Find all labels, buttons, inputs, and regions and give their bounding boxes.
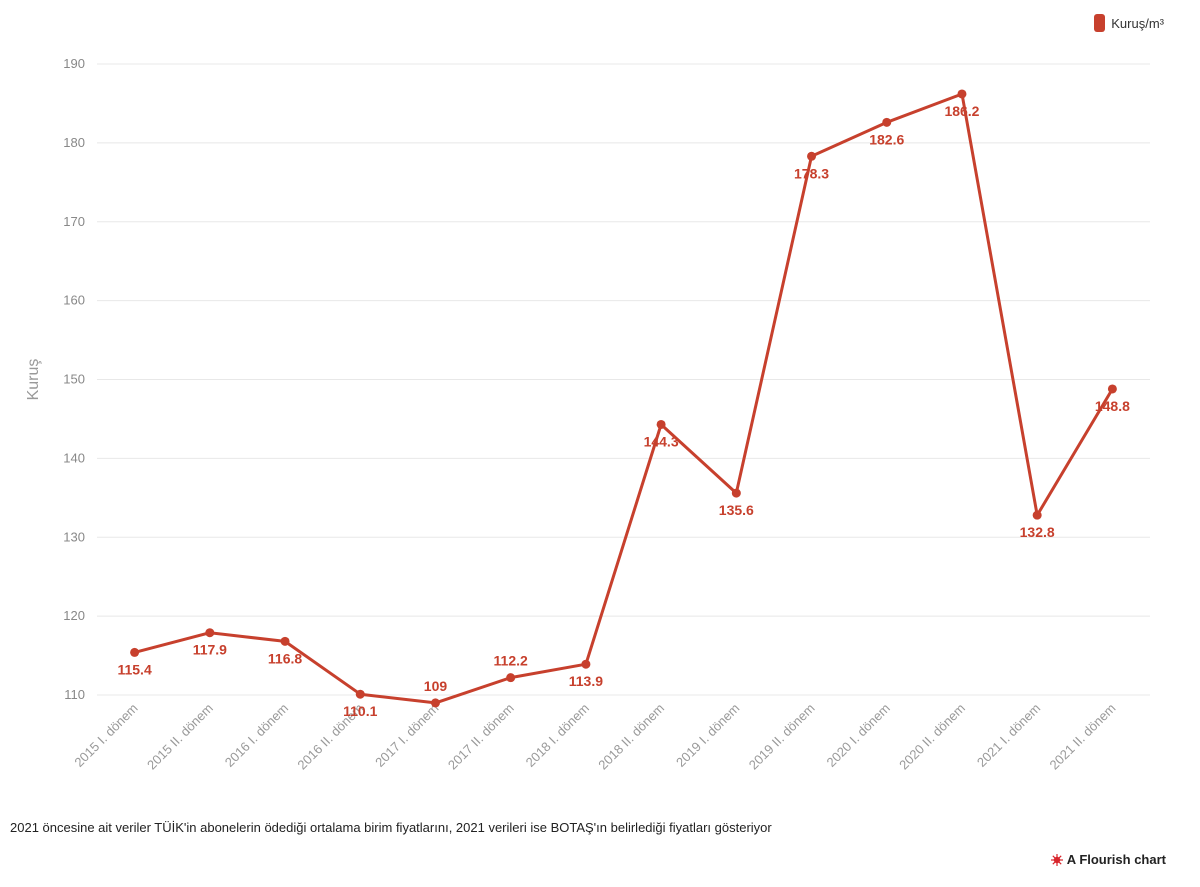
y-tick-label: 120 bbox=[63, 608, 85, 623]
data-point[interactable] bbox=[205, 628, 215, 638]
y-tick-label: 160 bbox=[63, 293, 85, 308]
y-axis-label: Kuruş bbox=[25, 359, 42, 401]
y-tick-label: 180 bbox=[63, 135, 85, 150]
footnote: 2021 öncesine ait veriler TÜİK'in abonel… bbox=[10, 820, 772, 835]
y-tick-label: 190 bbox=[63, 56, 85, 71]
data-label: 132.8 bbox=[1020, 524, 1055, 540]
data-label: 116.8 bbox=[268, 650, 302, 666]
data-label: 112.2 bbox=[494, 653, 528, 669]
legend[interactable]: Kuruş/m³ bbox=[1094, 14, 1164, 32]
x-tick-label: 2018 I. dönem bbox=[523, 701, 592, 770]
data-point[interactable] bbox=[280, 636, 290, 646]
data-label: 178.3 bbox=[794, 165, 829, 181]
x-tick-label: 2020 I. dönem bbox=[823, 701, 892, 770]
credit-text: A Flourish chart bbox=[1066, 852, 1166, 867]
data-point[interactable] bbox=[130, 647, 140, 657]
x-tick-label: 2016 I. dönem bbox=[222, 701, 291, 770]
data-point[interactable] bbox=[656, 419, 666, 429]
x-tick-label: 2019 II. dönem bbox=[746, 701, 818, 773]
data-label: 109 bbox=[424, 678, 448, 694]
data-point[interactable] bbox=[1107, 384, 1117, 394]
data-label: 144.3 bbox=[644, 433, 679, 449]
data-label: 135.6 bbox=[719, 502, 754, 518]
legend-label: Kuruş/m³ bbox=[1111, 15, 1164, 31]
data-label: 110.1 bbox=[343, 703, 377, 719]
data-point[interactable] bbox=[957, 89, 967, 99]
y-tick-label: 110 bbox=[64, 687, 85, 702]
x-tick-label: 2015 I. dönem bbox=[71, 701, 140, 770]
x-tick-label: 2017 II. dönem bbox=[445, 701, 517, 773]
data-point[interactable] bbox=[807, 151, 817, 161]
data-label: 186.2 bbox=[944, 103, 979, 119]
x-tick-label: 2021 I. dönem bbox=[974, 701, 1043, 770]
x-tick-label: 2015 II. dönem bbox=[144, 701, 216, 773]
data-point[interactable] bbox=[430, 698, 440, 708]
data-label: 182.6 bbox=[869, 131, 904, 147]
x-tick-label: 2021 II. dönem bbox=[1047, 701, 1119, 773]
x-tick-label: 2020 II. dönem bbox=[896, 701, 968, 773]
x-tick-label: 2019 I. dönem bbox=[673, 701, 742, 770]
data-point[interactable] bbox=[506, 673, 516, 683]
data-label: 113.9 bbox=[569, 673, 603, 689]
data-label: 115.4 bbox=[117, 661, 151, 677]
x-axis-ticks: 2015 I. dönem 2015 II. dönem 2016 I. dönem… bbox=[71, 701, 1118, 773]
y-axis-ticks: 110 120 130 140 150 160 170 180 190 bbox=[63, 56, 85, 702]
data-point[interactable] bbox=[581, 659, 591, 669]
data-label: 148.8 bbox=[1095, 398, 1130, 414]
data-point[interactable] bbox=[1032, 510, 1042, 520]
y-tick-label: 130 bbox=[63, 529, 85, 544]
line-chart: 110 120 130 140 150 160 170 180 190 2015 I. döne… bbox=[25, 56, 1150, 773]
y-tick-label: 140 bbox=[63, 450, 85, 465]
y-tick-label: 170 bbox=[63, 214, 85, 229]
y-tick-label: 150 bbox=[63, 372, 85, 387]
data-point[interactable] bbox=[731, 488, 741, 498]
data-label: 117.9 bbox=[193, 642, 227, 658]
data-point[interactable] bbox=[882, 117, 892, 127]
flourish-logo-icon bbox=[1050, 853, 1063, 866]
series-line-kurus bbox=[133, 92, 1114, 705]
flourish-credit-link[interactable]: A Flourish chart bbox=[1050, 852, 1166, 867]
x-tick-label: 2018 II. dönem bbox=[595, 701, 667, 773]
data-labels: 115.4 117.9 116.8 110.1 109 112.2 113.9 144.3 13… bbox=[117, 103, 1130, 719]
data-points bbox=[130, 89, 1117, 708]
x-tick-label: 2017 I. dönem bbox=[372, 701, 441, 770]
legend-swatch bbox=[1094, 14, 1106, 32]
data-point[interactable] bbox=[355, 689, 365, 699]
grid-lines bbox=[97, 63, 1150, 696]
